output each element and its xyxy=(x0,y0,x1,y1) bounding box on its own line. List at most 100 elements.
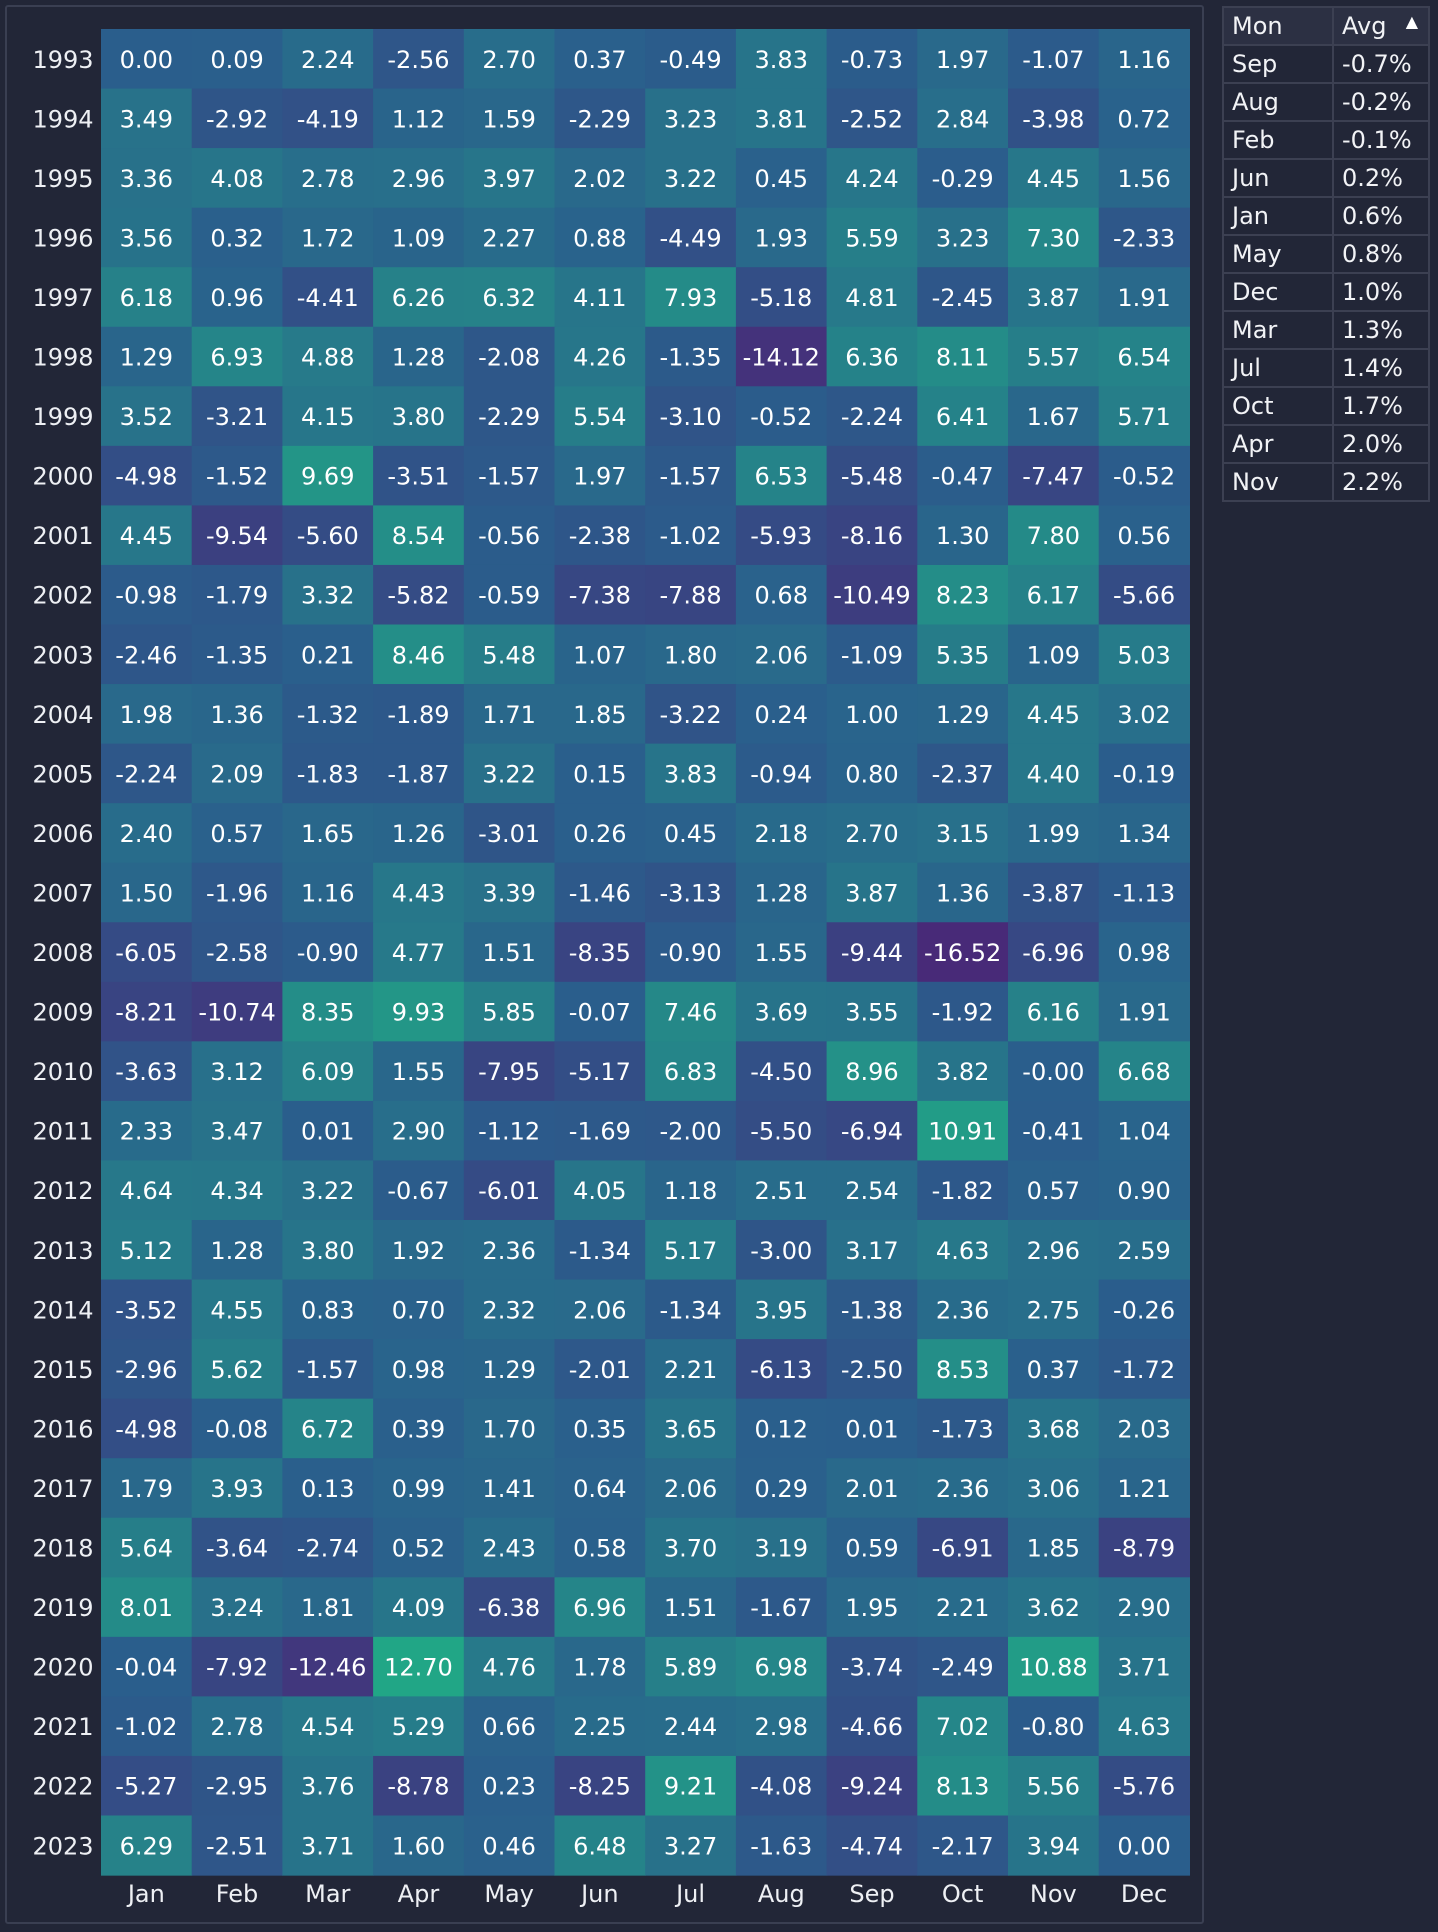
heatmap-cell-label: 4.77 xyxy=(392,939,445,967)
heatmap-cell-label: 1.16 xyxy=(1117,46,1170,74)
avg-column-header[interactable]: Avg ▲ xyxy=(1332,6,1430,46)
year-tick-label: 2002 xyxy=(32,582,93,610)
heatmap-cell-label: 1.51 xyxy=(664,1594,717,1622)
heatmap-cell-label: 3.19 xyxy=(755,1535,808,1563)
heatmap-cell xyxy=(101,981,193,1042)
heatmap-cell xyxy=(645,564,737,626)
heatmap-cell-label: 3.17 xyxy=(845,1237,898,1265)
heatmap-cell xyxy=(917,267,1009,328)
heatmap-cell xyxy=(101,564,193,626)
month-tick-label: Jan xyxy=(126,1880,165,1908)
heatmap-cell xyxy=(101,445,193,506)
year-tick-label: 2020 xyxy=(32,1654,93,1682)
heatmap-cell-label: -6.05 xyxy=(115,939,177,967)
heatmap-cell xyxy=(826,207,918,268)
summary-table-body: Sep -0.7% Aug -0.2% Feb -0.1% Jun 0.2% Jan 0.6% Ma… xyxy=(1222,44,1430,502)
heatmap-cell-label: 3.56 xyxy=(120,224,173,252)
sort-ascending-icon[interactable]: ▲ xyxy=(1405,12,1418,31)
heatmap-cell-label: 2.75 xyxy=(1027,1296,1080,1324)
heatmap-cell xyxy=(735,1577,828,1638)
heatmap-cell-label: 3.02 xyxy=(1117,701,1170,729)
heatmap-cell-label: 2.36 xyxy=(936,1475,989,1503)
heatmap-cell xyxy=(554,88,646,149)
heatmap-cell-label: 3.76 xyxy=(301,1773,354,1801)
heatmap-cell-label: 2.36 xyxy=(936,1296,989,1324)
heatmap-cell-label: 3.23 xyxy=(936,224,989,252)
heatmap-cell xyxy=(1098,1458,1190,1519)
heatmap-cell xyxy=(645,1815,737,1876)
heatmap-cell xyxy=(373,1339,465,1400)
heatmap-cell-label: 0.90 xyxy=(1117,1177,1170,1205)
heatmap-cell xyxy=(101,1696,193,1757)
heatmap-cell xyxy=(826,564,918,626)
heatmap-cell xyxy=(917,624,1009,685)
heatmap-cell-label: 2.01 xyxy=(845,1475,898,1503)
heatmap-cell xyxy=(735,981,828,1042)
heatmap-cell-label: -1.87 xyxy=(387,760,449,788)
heatmap-cell xyxy=(1098,922,1190,983)
heatmap-cell-label: 4.26 xyxy=(573,344,626,372)
heatmap-cell xyxy=(735,564,828,626)
heatmap-cell xyxy=(191,981,283,1042)
heatmap-cell-label: 1.72 xyxy=(301,224,354,252)
heatmap-cell xyxy=(191,1160,283,1221)
heatmap-cell-label: 1.28 xyxy=(755,879,808,907)
heatmap-cell xyxy=(826,624,918,685)
heatmap-cell-label: -1.69 xyxy=(569,1118,631,1146)
heatmap-cell xyxy=(917,29,1009,90)
summary-table-row: Sep -0.7% xyxy=(1222,44,1430,84)
heatmap-cell-label: -3.13 xyxy=(659,879,721,907)
heatmap-cell-label: 1.28 xyxy=(392,344,445,372)
year-tick-label: 2021 xyxy=(32,1713,93,1741)
heatmap-cell-label: -2.49 xyxy=(932,1654,994,1682)
heatmap-cell-label: -2.56 xyxy=(387,46,449,74)
heatmap-cell xyxy=(554,148,646,209)
heatmap-cell xyxy=(826,1636,918,1697)
heatmap-cell-label: 7.30 xyxy=(1027,224,1080,252)
heatmap-cell xyxy=(735,1696,828,1757)
heatmap-cell xyxy=(373,505,465,566)
year-tick-label: 2008 xyxy=(32,939,93,967)
heatmap-cell-label: 1.99 xyxy=(1027,820,1080,848)
heatmap-cell-label: -5.27 xyxy=(115,1773,177,1801)
year-tick-label: 2017 xyxy=(32,1475,93,1503)
heatmap-cell-label: 8.11 xyxy=(936,344,989,372)
heatmap-cell xyxy=(1098,624,1190,685)
heatmap-cell-label: 2.21 xyxy=(936,1594,989,1622)
heatmap-cell-label: -2.46 xyxy=(115,641,177,669)
heatmap-cell-label: 1.00 xyxy=(845,701,898,729)
heatmap-cell-label: 3.87 xyxy=(845,879,898,907)
heatmap-cell xyxy=(373,1577,465,1638)
heatmap-cell-label: 1.09 xyxy=(392,224,445,252)
month-column-header[interactable]: Mon xyxy=(1222,6,1334,46)
heatmap-cell-label: 6.29 xyxy=(120,1832,173,1860)
heatmap-cell xyxy=(1098,1220,1190,1281)
heatmap-cell-label: 3.65 xyxy=(664,1415,717,1443)
heatmap-cell-label: 0.57 xyxy=(1027,1177,1080,1205)
heatmap-cell-label: 3.52 xyxy=(120,403,173,431)
heatmap-cell-label: 6.98 xyxy=(755,1654,808,1682)
heatmap-cell-label: 6.48 xyxy=(573,1832,626,1860)
heatmap-cell xyxy=(1008,1220,1100,1281)
heatmap-cell xyxy=(826,1517,918,1578)
heatmap-cell-label: 2.70 xyxy=(845,820,898,848)
year-tick-label: 2015 xyxy=(32,1356,93,1384)
heatmap-cell xyxy=(373,1458,465,1519)
heatmap-cell-label: 3.80 xyxy=(301,1237,354,1265)
heatmap-cell xyxy=(101,1100,193,1162)
heatmap-cell xyxy=(373,326,465,387)
heatmap-cell xyxy=(282,267,374,328)
heatmap-cell xyxy=(282,1160,374,1221)
heatmap-cell xyxy=(735,267,828,328)
heatmap-cell-label: 0.68 xyxy=(755,582,808,610)
heatmap-cell xyxy=(554,1100,646,1162)
heatmap-cell-label: 3.97 xyxy=(482,165,535,193)
heatmap-cell xyxy=(282,803,374,864)
heatmap-cell-label: 1.70 xyxy=(482,1415,535,1443)
heatmap-cell xyxy=(554,1755,646,1817)
heatmap-cell xyxy=(101,684,193,745)
heatmap-cell xyxy=(1098,1160,1190,1221)
heatmap-cell xyxy=(645,445,737,506)
heatmap-cell-label: -2.24 xyxy=(841,403,903,431)
year-tick-label: 2006 xyxy=(32,820,93,848)
